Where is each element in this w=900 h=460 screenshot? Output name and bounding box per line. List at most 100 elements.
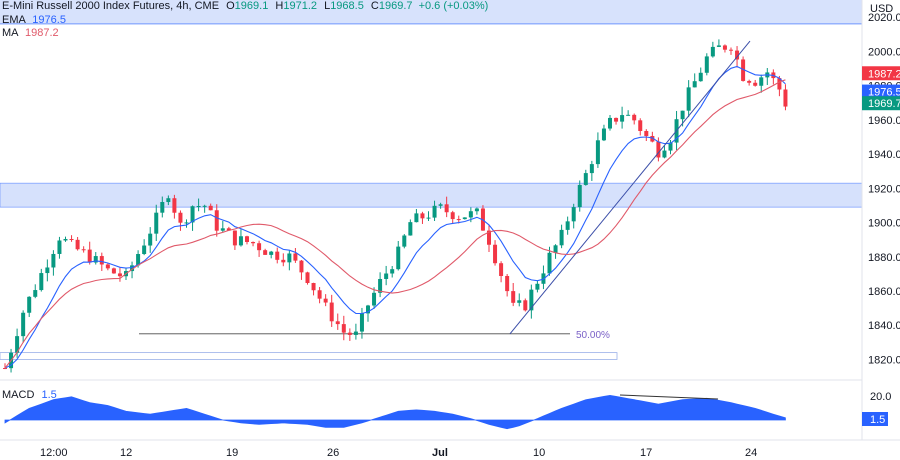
last-price-tag: 1969.7	[868, 98, 900, 110]
candle-body	[535, 283, 540, 290]
low-label: L	[324, 0, 331, 12]
candle-body	[3, 368, 7, 370]
candle-body	[589, 164, 594, 174]
candle-body	[608, 117, 612, 129]
x-tick-label: 12	[120, 447, 132, 459]
candle-body	[57, 240, 62, 254]
candle-body	[117, 273, 122, 277]
candle-body	[359, 313, 364, 332]
candle-body	[559, 229, 564, 246]
candle-body	[571, 207, 576, 222]
x-tick-label: 24	[745, 447, 757, 459]
ema-label: EMA	[2, 14, 26, 26]
candle-body	[402, 235, 407, 247]
candle-body	[716, 45, 721, 47]
x-tick-label: 10	[533, 447, 545, 459]
candle-body	[136, 254, 141, 266]
candle-body	[729, 49, 733, 51]
macd-legend[interactable]: MACD 1.5	[2, 389, 57, 402]
candle-body	[722, 45, 727, 50]
candle-body	[81, 249, 86, 251]
candle-body	[747, 80, 752, 83]
close-label: C	[370, 0, 379, 12]
last-price-tag-bg	[862, 96, 900, 111]
candle-body	[142, 245, 147, 255]
candle-body	[450, 212, 455, 220]
candle-body	[281, 259, 286, 263]
candle-body	[553, 245, 558, 253]
candle-body	[414, 213, 419, 223]
candle-body	[468, 211, 473, 218]
x-tick-label: Jul	[432, 447, 448, 459]
y-tick-label: 1920.0	[868, 183, 900, 195]
candle-body	[753, 82, 758, 86]
candle-body	[444, 204, 449, 213]
ma-line	[4, 79, 786, 369]
macd-divergence-line	[619, 394, 719, 400]
candle-body	[662, 150, 667, 158]
candle-body	[160, 202, 165, 213]
candle-body	[178, 212, 183, 223]
candle-body	[698, 72, 703, 82]
ema-legend[interactable]: EMA 1976.5	[2, 14, 66, 27]
candle-body	[777, 78, 782, 90]
candle-body	[783, 89, 788, 107]
candle-body	[154, 212, 159, 234]
candle-body	[390, 269, 395, 274]
candle-body	[372, 292, 377, 306]
candle-body	[632, 114, 637, 121]
candle-body	[111, 268, 116, 274]
candle-body	[27, 296, 32, 313]
candle-body	[105, 264, 110, 269]
candle-body	[759, 77, 764, 86]
candle-body	[275, 251, 280, 260]
fib-50-label: 50.00%	[576, 330, 610, 341]
candle-body	[257, 243, 262, 251]
candle-body	[493, 244, 498, 264]
candle-body	[650, 135, 655, 142]
candle-body	[353, 331, 358, 335]
macd-value: 1.5	[41, 389, 57, 401]
candle-body	[614, 117, 619, 122]
candle-body	[644, 130, 649, 136]
x-tick-label: 19	[226, 447, 238, 459]
y-tick-label: 1840.0	[868, 320, 900, 332]
candle-body	[263, 250, 268, 255]
candle-body	[396, 246, 401, 270]
lower-zone	[0, 352, 618, 360]
symbol-title: E-Mini Russell 2000 Index Futures, 4h, C…	[2, 0, 220, 12]
candle-body	[184, 222, 189, 224]
candle-body	[704, 56, 709, 73]
candle-body	[251, 242, 256, 244]
candle-body	[45, 267, 50, 274]
candle-body	[196, 206, 201, 208]
candle-body	[75, 239, 80, 250]
candle-body	[317, 290, 322, 299]
y-tick-label: 1940.0	[868, 149, 900, 161]
candle-body	[323, 298, 328, 303]
x-tick-label: 17	[640, 447, 652, 459]
candle-body	[378, 279, 383, 293]
candle-body	[686, 87, 691, 111]
candle-body	[529, 289, 534, 311]
y-tick-label: 1960.0	[868, 115, 900, 127]
candle-body	[347, 332, 352, 335]
candle-body	[426, 217, 431, 219]
y-tick-label: 2000.0	[868, 46, 900, 58]
close-value: 1969.7	[378, 0, 413, 12]
candle-body	[511, 291, 516, 303]
candle-body	[69, 238, 74, 240]
candle-body	[329, 302, 334, 322]
macd-value-tag-bg	[862, 412, 888, 426]
candle-body	[341, 324, 346, 333]
macd-label: MACD	[2, 389, 35, 401]
candle-body	[384, 273, 389, 280]
candle-body	[517, 300, 522, 303]
ma-legend[interactable]: MA 1987.2	[2, 27, 59, 40]
ema-price-tag-bg	[862, 84, 900, 99]
symbol-legend: E-Mini Russell 2000 Index Futures, 4h, C…	[2, 0, 488, 13]
candle-body	[656, 141, 661, 158]
candle-body	[15, 336, 20, 353]
candle-body	[51, 253, 56, 268]
